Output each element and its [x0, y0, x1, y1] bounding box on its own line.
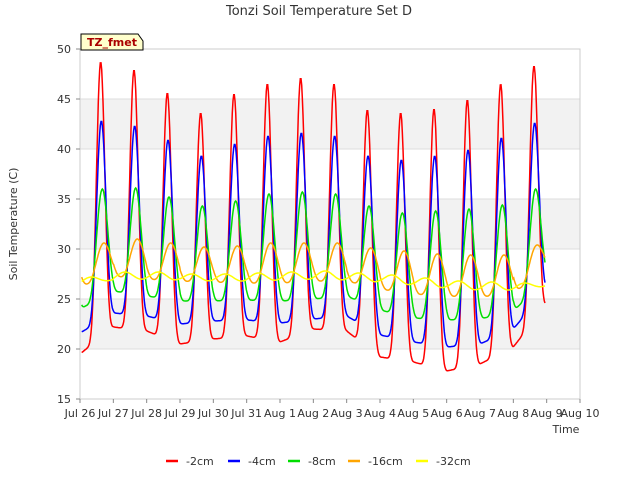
y-tick-label: 35	[57, 193, 71, 206]
x-tick-label: Aug 4	[364, 407, 396, 420]
x-axis-label: Time	[552, 423, 580, 436]
legend-label--16cm: -16cm	[368, 455, 403, 468]
x-tick-label: Jul 27	[97, 407, 129, 420]
x-tick-label: Aug 2	[297, 407, 329, 420]
x-tick-label: Jul 30	[197, 407, 229, 420]
legend-label--4cm: -4cm	[248, 455, 276, 468]
legend-label--8cm: -8cm	[308, 455, 336, 468]
x-tick-label: Jul 28	[130, 407, 162, 420]
y-axis-label: Soil Temperature (C)	[7, 168, 20, 281]
plot-frame	[79, 48, 581, 400]
y-axis-ticks: 15 20 25 30 35 40 45 50	[57, 43, 80, 406]
x-tick-label: Jul 31	[230, 407, 262, 420]
x-tick-label: Aug 5	[397, 407, 429, 420]
band	[80, 299, 580, 349]
series-line--8cm	[81, 186, 546, 321]
y-tick-label: 15	[57, 393, 71, 406]
y-tick-label: 50	[57, 43, 71, 56]
x-tick-label: Aug 3	[331, 407, 363, 420]
x-tick-label: Aug 8	[497, 407, 529, 420]
legend-label--32cm: -32cm	[436, 455, 471, 468]
series-line--16cm	[80, 238, 546, 297]
series-lines	[80, 62, 546, 372]
chart-title: Tonzi Soil Temperature Set D	[225, 4, 412, 19]
y-tick-label: 30	[57, 243, 71, 256]
x-tick-label: Jul 29	[164, 407, 196, 420]
annotation-box: TZ_fmet	[80, 33, 144, 51]
band	[80, 99, 580, 149]
series-line--32cm	[81, 270, 546, 291]
y-tick-label: 45	[57, 93, 71, 106]
x-tick-label: Aug 6	[431, 407, 463, 420]
series-line--4cm	[81, 120, 546, 348]
y-tick-label: 40	[57, 143, 71, 156]
x-tick-label: Aug 9	[531, 407, 563, 420]
y-tick-label: 25	[57, 293, 71, 306]
x-tick-label: Aug 10	[561, 407, 600, 420]
x-axis-ticks: Jul 26 Jul 27 Jul 28 Jul 29 Jul 30 Jul 31 Aug …	[64, 399, 600, 420]
x-tick-label: Aug 1	[264, 407, 296, 420]
x-tick-label: Aug 7	[464, 407, 496, 420]
x-tick-label: Jul 26	[64, 407, 96, 420]
legend-label--2cm: -2cm	[186, 455, 214, 468]
annotation-text: TZ_fmet	[87, 36, 137, 49]
series-line--2cm	[81, 62, 546, 372]
legend: -2cm -4cm -8cm -16cm -32cm	[166, 455, 471, 468]
y-tick-label: 20	[57, 343, 71, 356]
